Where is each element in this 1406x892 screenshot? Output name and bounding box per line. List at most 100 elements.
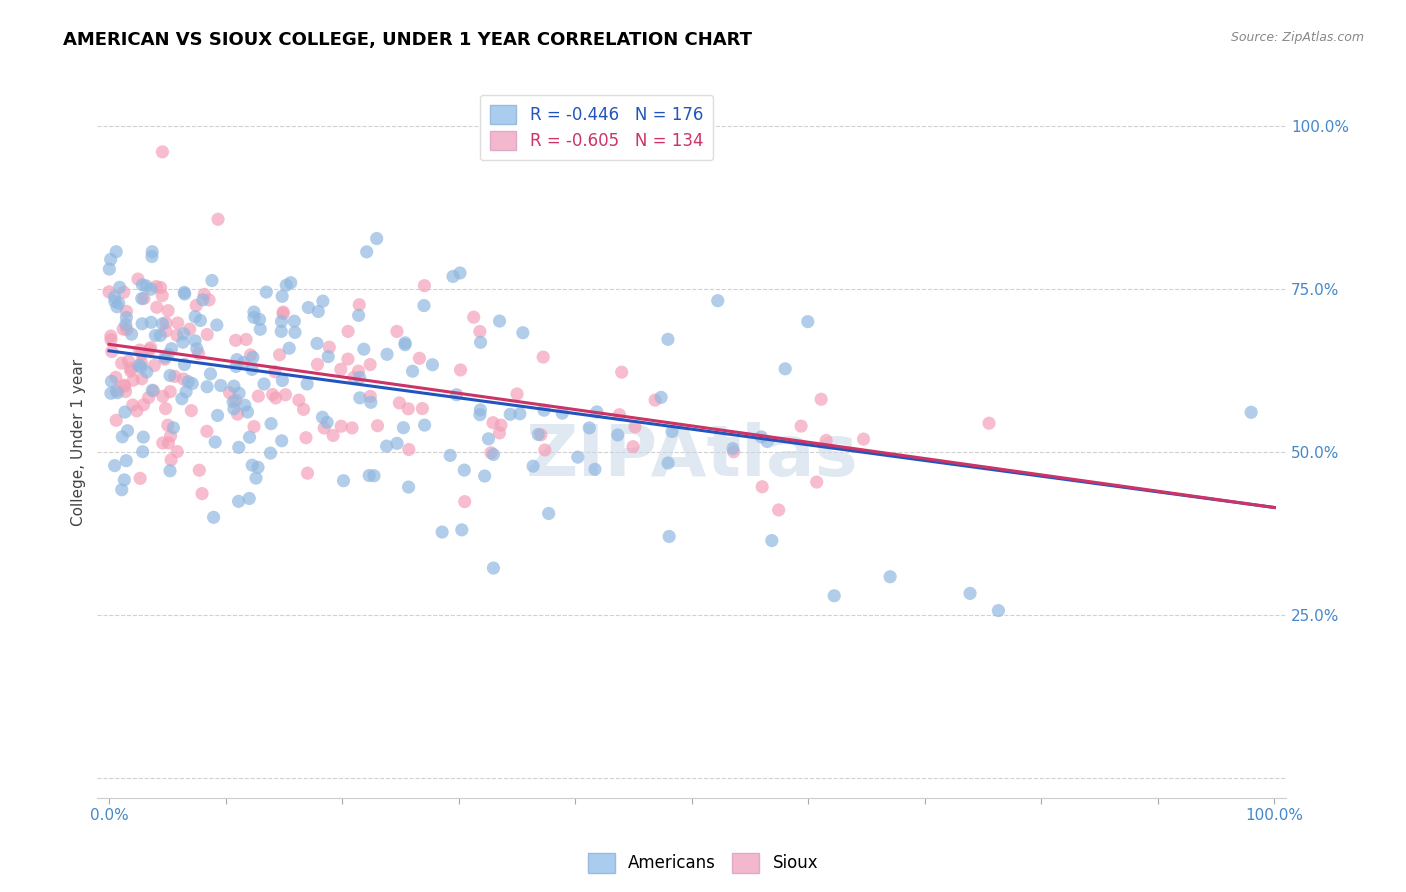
Point xyxy=(295,431,318,445)
Point xyxy=(112,285,135,300)
Point xyxy=(396,401,419,416)
Point xyxy=(149,280,172,294)
Point xyxy=(222,395,245,409)
Point xyxy=(155,316,177,330)
Point xyxy=(482,448,505,462)
Text: Source: ZipAtlas.com: Source: ZipAtlas.com xyxy=(1230,31,1364,45)
Point xyxy=(385,325,408,339)
Legend: Americans, Sioux: Americans, Sioux xyxy=(581,847,825,880)
Point xyxy=(179,322,201,336)
Point xyxy=(100,386,122,401)
Point xyxy=(270,314,292,328)
Point xyxy=(173,358,195,372)
Point xyxy=(114,318,136,332)
Point xyxy=(479,446,502,460)
Point xyxy=(489,418,512,433)
Point xyxy=(198,293,221,307)
Point xyxy=(470,335,492,350)
Point xyxy=(624,420,647,434)
Point xyxy=(163,369,186,384)
Point xyxy=(1240,405,1263,419)
Point xyxy=(768,503,790,517)
Point xyxy=(112,473,135,487)
Point xyxy=(166,328,188,343)
Point xyxy=(439,448,461,462)
Point xyxy=(512,326,534,340)
Point xyxy=(121,327,143,342)
Point xyxy=(152,389,174,403)
Point xyxy=(114,379,136,393)
Point xyxy=(530,427,553,442)
Point xyxy=(359,358,381,372)
Point xyxy=(240,362,263,376)
Point xyxy=(155,401,177,416)
Point xyxy=(413,278,436,293)
Point xyxy=(145,300,167,314)
Point xyxy=(115,323,138,337)
Point xyxy=(135,279,157,293)
Point xyxy=(522,459,544,474)
Point xyxy=(959,586,981,600)
Point xyxy=(254,285,277,299)
Point xyxy=(245,471,267,485)
Point xyxy=(131,444,153,458)
Point xyxy=(509,407,531,421)
Point xyxy=(537,507,560,521)
Point xyxy=(422,358,444,372)
Point xyxy=(131,372,153,386)
Point xyxy=(135,365,157,379)
Point xyxy=(246,460,269,475)
Point xyxy=(131,347,153,361)
Point xyxy=(329,362,352,376)
Point xyxy=(117,354,139,368)
Point xyxy=(204,435,226,450)
Point xyxy=(155,324,177,338)
Point xyxy=(170,392,193,406)
Point xyxy=(367,418,389,433)
Point xyxy=(139,341,162,355)
Point xyxy=(305,336,328,351)
Point xyxy=(621,440,644,454)
Point xyxy=(394,335,416,350)
Point xyxy=(657,456,679,470)
Point xyxy=(128,343,150,357)
Point xyxy=(723,445,745,459)
Point xyxy=(195,327,218,342)
Point xyxy=(117,424,139,438)
Point xyxy=(292,402,315,417)
Point xyxy=(153,351,176,365)
Point xyxy=(349,298,371,312)
Point xyxy=(657,332,679,346)
Point xyxy=(260,417,283,431)
Point xyxy=(159,464,181,478)
Point xyxy=(152,317,174,331)
Point xyxy=(225,393,247,408)
Point xyxy=(121,398,143,412)
Point xyxy=(141,250,163,264)
Point xyxy=(145,328,167,343)
Point xyxy=(269,348,291,362)
Point xyxy=(347,364,370,378)
Point xyxy=(363,468,385,483)
Point xyxy=(806,475,828,489)
Point xyxy=(226,407,249,421)
Point xyxy=(585,405,607,419)
Point xyxy=(207,212,229,227)
Point xyxy=(468,408,491,422)
Point xyxy=(527,427,550,442)
Point xyxy=(190,313,212,327)
Point xyxy=(394,337,416,351)
Point xyxy=(104,294,127,309)
Point xyxy=(222,401,245,416)
Point xyxy=(810,392,832,407)
Point xyxy=(132,398,155,412)
Point xyxy=(184,334,207,348)
Point xyxy=(879,570,901,584)
Point xyxy=(157,303,180,318)
Point xyxy=(482,416,505,430)
Point xyxy=(271,305,294,319)
Point xyxy=(756,434,779,449)
Point xyxy=(145,279,167,293)
Point xyxy=(359,389,381,403)
Point xyxy=(149,328,172,343)
